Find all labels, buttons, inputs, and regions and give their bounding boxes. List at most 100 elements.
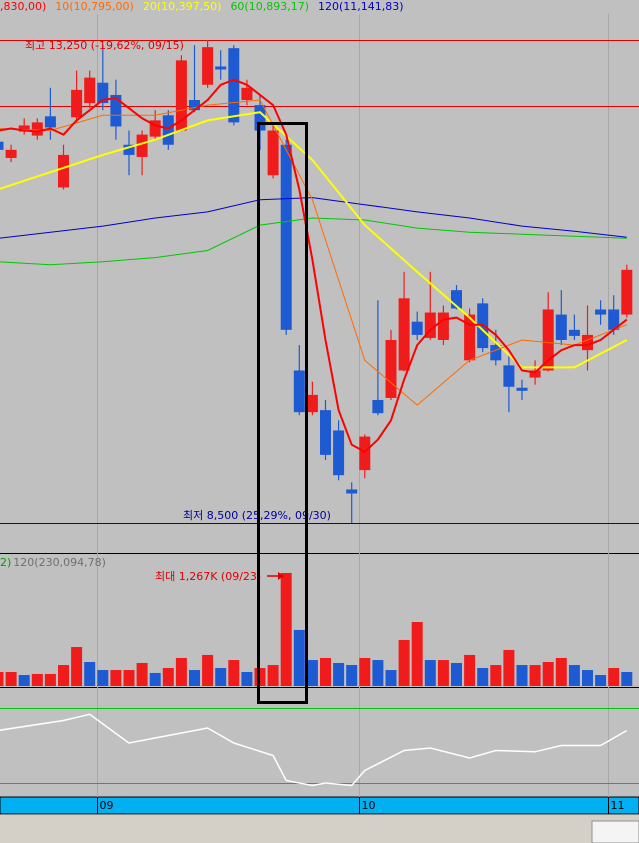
candle-body [123,144,135,155]
volume-bar [162,667,174,686]
candle-body [215,66,227,70]
legend-entry: 60(10,893,17) [230,0,309,13]
volume-bar [411,622,423,686]
legend-entry: 10(10,795,00) [55,0,134,13]
candle-body [293,370,305,413]
candle-body [424,312,436,338]
candle-body [346,489,358,494]
volume-bar [189,670,200,686]
candle-body [175,60,187,131]
volume-bar [398,639,410,686]
highlight-box [257,122,308,704]
volume-bar [621,671,633,686]
volume-bar [280,572,292,686]
volume-bar [71,647,83,686]
volume-bar [503,649,515,686]
candle-body [202,47,214,85]
legend-entry: ,830,00) [0,0,46,13]
volume-bar [175,657,187,686]
candle-body [621,269,633,315]
volume-bar [31,673,43,686]
volume-panel [0,572,633,686]
volume-bar [110,670,122,686]
candle-body [608,309,620,330]
candle-body [58,154,69,188]
candle-body [44,116,56,128]
candle-body [398,298,410,371]
volume-bar [333,662,345,686]
volume-bar [320,657,331,686]
candle-body [267,130,279,176]
volume-bar [228,660,240,686]
volume-bar [595,675,607,686]
volume-bar [241,671,253,686]
candle-body [228,48,240,123]
volume-bar [372,660,384,686]
x-tick-label: 10 [362,799,376,812]
date-axis [0,796,639,815]
candle-body [333,430,345,476]
volume-bar [529,665,541,686]
volume-legend-entry: 120(230,094,78) [13,556,106,569]
candle-body [582,334,593,351]
candle-body [437,312,449,340]
indicator-panel [0,708,639,787]
scroll-thumb[interactable] [591,820,639,843]
candle-body [306,394,318,413]
volume-bar [477,667,489,686]
candle-body [372,399,384,414]
labels: 최고 13,250 (-19,62%, 09/15) 최저 8,500 (25,… [0,0,625,812]
volume-legend-entry: 2) [0,556,11,569]
volume-bar [44,673,56,686]
candle-body [359,436,371,471]
volume-bar [516,665,528,686]
moving-average-line [0,197,627,239]
moving-average-line [0,99,627,406]
volume-bar [136,662,148,686]
candle-body [320,410,331,455]
candle-body [451,290,462,309]
volume-bar [346,665,358,686]
volume-bar [267,665,279,686]
volume-bar [542,661,554,686]
volume-bar [582,670,593,686]
candle-body [503,365,515,387]
candle-body [555,314,567,340]
moving-average-line [0,217,627,266]
volume-bar [385,670,397,686]
candle-body [84,77,96,104]
candle-body [542,309,554,371]
candle-body [97,82,109,104]
volume-bar [97,670,109,686]
moving-average-line [0,111,628,369]
high-annotation: 최고 13,250 (-19,62%, 09/15) [25,39,184,52]
low-annotation: 최저 8,500 (25,29%, 09/30) [183,509,331,522]
volume-bar [58,665,69,686]
candle-body [18,125,30,132]
volume-bar [451,662,462,686]
candle-body [162,115,174,145]
volume-bar [490,665,502,686]
volume-bar [293,629,305,686]
volume-bar [608,667,620,686]
max-volume-annotation: 최대 1,267K (09/23) [155,570,261,583]
volume-bar [123,670,135,686]
legend-entry: 20(10,397,50) [143,0,222,13]
chart-background [0,0,639,797]
candle-body [280,144,292,330]
candle-body [464,314,476,361]
volume-bar [306,660,318,686]
candle-body [31,122,43,136]
candle-body [71,89,83,118]
candle-body [385,339,397,398]
volume-bar [18,675,30,686]
candle-body [568,329,580,336]
volume-bar [424,660,436,686]
candle-body [516,387,528,391]
candle-body [241,87,253,101]
volume-bar [5,671,17,686]
candle-body [110,94,122,127]
moving-average-line [0,78,628,454]
volume-bar [0,671,4,686]
